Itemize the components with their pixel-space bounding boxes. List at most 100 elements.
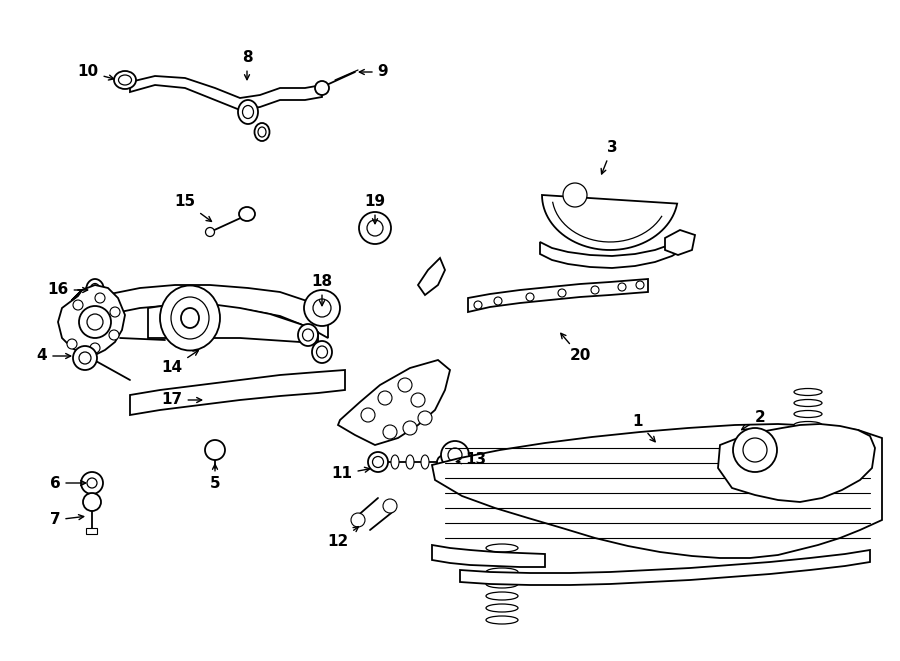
Circle shape (73, 300, 83, 310)
Polygon shape (338, 360, 450, 445)
Circle shape (67, 339, 77, 349)
Ellipse shape (119, 75, 131, 85)
Circle shape (79, 352, 91, 364)
Circle shape (109, 330, 119, 340)
Polygon shape (130, 76, 322, 110)
Circle shape (494, 297, 502, 305)
Ellipse shape (486, 580, 518, 588)
Circle shape (81, 472, 103, 494)
Text: 11: 11 (331, 467, 370, 481)
Ellipse shape (373, 457, 383, 467)
Circle shape (304, 290, 340, 326)
Text: 7: 7 (50, 512, 84, 527)
Circle shape (87, 314, 103, 330)
Ellipse shape (794, 389, 822, 395)
Text: 4: 4 (37, 348, 71, 364)
Circle shape (398, 378, 412, 392)
Text: 12: 12 (328, 527, 358, 549)
Ellipse shape (406, 455, 414, 469)
Ellipse shape (239, 207, 255, 221)
Text: 10: 10 (77, 65, 113, 80)
Text: 6: 6 (50, 475, 86, 490)
Ellipse shape (114, 71, 136, 89)
Text: 17: 17 (161, 393, 202, 407)
Ellipse shape (238, 100, 258, 124)
Circle shape (383, 499, 397, 513)
Ellipse shape (298, 324, 318, 346)
Circle shape (79, 306, 111, 338)
Text: 3: 3 (601, 141, 617, 174)
Polygon shape (542, 195, 677, 250)
Polygon shape (432, 545, 545, 567)
Ellipse shape (794, 410, 822, 418)
Polygon shape (130, 370, 345, 415)
Text: 1: 1 (633, 414, 655, 442)
Circle shape (474, 301, 482, 309)
Ellipse shape (368, 452, 388, 472)
Text: 14: 14 (161, 350, 198, 375)
Circle shape (313, 299, 331, 317)
Polygon shape (105, 285, 328, 338)
Circle shape (359, 212, 391, 244)
Circle shape (351, 513, 365, 527)
Circle shape (563, 183, 587, 207)
Ellipse shape (486, 568, 518, 576)
Text: 8: 8 (242, 50, 252, 80)
Circle shape (95, 293, 105, 303)
Circle shape (83, 493, 101, 511)
Circle shape (733, 428, 777, 472)
Circle shape (591, 286, 599, 294)
Ellipse shape (258, 127, 266, 137)
Ellipse shape (486, 544, 518, 552)
Ellipse shape (302, 329, 313, 341)
Polygon shape (432, 424, 882, 558)
Ellipse shape (86, 279, 104, 301)
Ellipse shape (315, 81, 329, 95)
Ellipse shape (317, 346, 328, 358)
Circle shape (378, 391, 392, 405)
Ellipse shape (486, 556, 518, 564)
Circle shape (87, 478, 97, 488)
Ellipse shape (391, 455, 399, 469)
Circle shape (743, 438, 767, 462)
Ellipse shape (486, 604, 518, 612)
Circle shape (636, 281, 644, 289)
Circle shape (418, 411, 432, 425)
Polygon shape (540, 238, 682, 268)
Circle shape (110, 307, 120, 317)
Circle shape (448, 448, 462, 462)
Circle shape (361, 408, 375, 422)
Ellipse shape (794, 399, 822, 407)
Polygon shape (718, 424, 875, 502)
Ellipse shape (200, 395, 208, 403)
Circle shape (73, 346, 97, 370)
Bar (86, 528, 97, 534)
Ellipse shape (90, 284, 100, 297)
Ellipse shape (794, 422, 822, 428)
Ellipse shape (181, 308, 199, 328)
Circle shape (90, 343, 100, 353)
Ellipse shape (255, 123, 269, 141)
Polygon shape (418, 258, 445, 295)
Ellipse shape (312, 341, 332, 363)
Ellipse shape (794, 444, 822, 451)
Text: 16: 16 (48, 282, 87, 297)
Circle shape (383, 425, 397, 439)
Ellipse shape (242, 106, 254, 118)
Text: 9: 9 (359, 65, 388, 79)
Circle shape (558, 289, 566, 297)
Ellipse shape (486, 616, 518, 624)
Text: 18: 18 (311, 274, 333, 305)
Text: 20: 20 (561, 333, 590, 364)
Circle shape (618, 283, 626, 291)
Ellipse shape (205, 227, 214, 237)
Polygon shape (665, 230, 695, 255)
Circle shape (411, 393, 425, 407)
Polygon shape (58, 285, 125, 355)
Circle shape (367, 220, 383, 236)
Polygon shape (460, 550, 870, 585)
Text: 15: 15 (175, 194, 211, 221)
Polygon shape (468, 279, 648, 312)
Text: 5: 5 (210, 464, 220, 492)
Ellipse shape (794, 432, 822, 440)
